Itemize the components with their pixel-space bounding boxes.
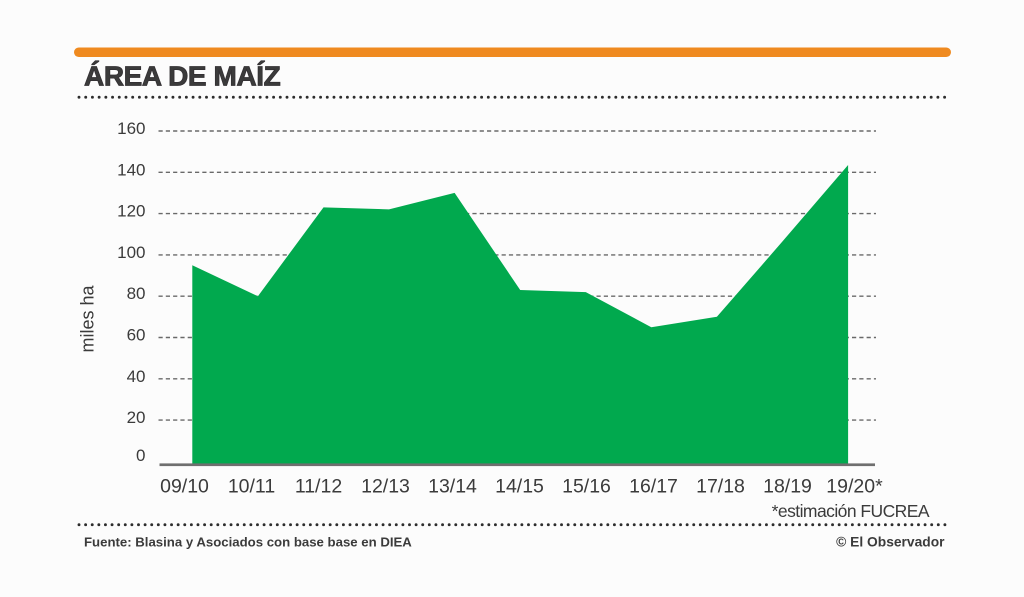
svg-text:© El Observador: © El Observador <box>836 535 945 550</box>
svg-text:11/12: 11/12 <box>295 475 342 497</box>
svg-text:60: 60 <box>127 326 146 345</box>
svg-text:14/15: 14/15 <box>495 475 544 497</box>
svg-text:160: 160 <box>117 119 145 138</box>
svg-text:*estimación FUCREA: *estimación FUCREA <box>772 501 930 521</box>
svg-text:ÁREA DE MAÍZ: ÁREA DE MAÍZ <box>84 61 281 92</box>
svg-text:40: 40 <box>127 367 146 386</box>
svg-text:80: 80 <box>127 284 146 303</box>
svg-text:09/10: 09/10 <box>160 475 209 497</box>
svg-text:13/14: 13/14 <box>428 475 477 497</box>
svg-text:0: 0 <box>136 446 145 465</box>
svg-text:miles ha: miles ha <box>78 285 98 353</box>
svg-text:100: 100 <box>117 243 145 262</box>
svg-text:10/11: 10/11 <box>228 475 275 497</box>
svg-text:20: 20 <box>127 408 146 427</box>
svg-text:120: 120 <box>117 202 145 221</box>
svg-text:16/17: 16/17 <box>629 475 678 497</box>
svg-text:140: 140 <box>117 160 145 179</box>
svg-text:18/19: 18/19 <box>763 475 812 497</box>
svg-text:17/18: 17/18 <box>696 475 745 497</box>
svg-text:Fuente: Blasina y Asociados co: Fuente: Blasina y Asociados con base bas… <box>84 535 412 550</box>
svg-text:15/16: 15/16 <box>562 475 611 497</box>
svg-text:12/13: 12/13 <box>361 475 410 497</box>
svg-text:19/20*: 19/20* <box>826 475 883 497</box>
